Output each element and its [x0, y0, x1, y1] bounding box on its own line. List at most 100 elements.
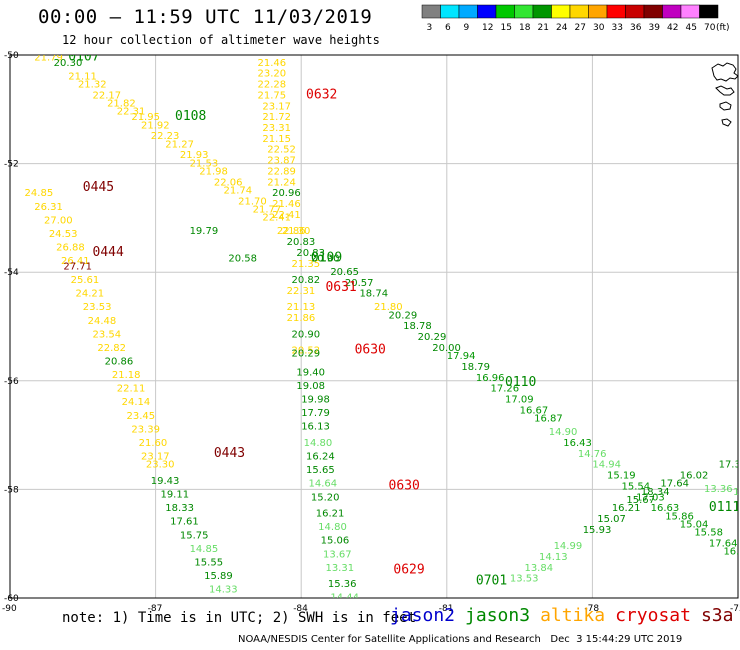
y-tick-label: -60: [4, 594, 19, 604]
colorbar-tick-label: 45: [686, 23, 697, 33]
swh-value-label: 21.60: [139, 438, 168, 449]
swh-value-label: 19.79: [190, 226, 219, 237]
swh-value-label: 14.85: [190, 544, 219, 555]
swh-value-label: 22.31: [117, 107, 146, 118]
colorbar-swatch: [495, 4, 515, 19]
swh-value-label: 15.58: [694, 528, 723, 539]
swh-value-label: 27.71: [63, 261, 92, 272]
swh-value-label: 21.77: [253, 204, 282, 215]
pass-label: 0631: [325, 280, 356, 295]
coastline-shape: [719, 101, 732, 111]
colorbar-swatch: [680, 4, 700, 19]
swh-value-label: 17.64: [709, 538, 738, 549]
swh-value-label: 21.82: [107, 99, 136, 110]
legend-item-altika: altika: [540, 605, 606, 626]
y-tick-label: -52: [4, 160, 19, 170]
swh-value-label: 16.43: [563, 438, 592, 449]
swh-value-label: 14.80: [304, 438, 333, 449]
pass-label: 0445: [83, 180, 114, 195]
coastline-shape: [721, 118, 732, 127]
colorbar-tick-label: 24: [556, 23, 568, 33]
x-tick-label: -75: [730, 604, 740, 614]
swh-value-label: 15.04: [680, 519, 709, 530]
colorbar-tick-label: 36: [630, 23, 642, 33]
legend-item-jason2: jason2: [390, 605, 456, 626]
swh-value-label: 22.31: [287, 286, 316, 297]
pass-label: 0629: [393, 563, 424, 578]
swh-value-label: 21.15: [262, 134, 291, 145]
swh-value-label: 14.99: [554, 541, 583, 552]
swh-value-label: 14.13: [539, 552, 568, 563]
swh-value-label: 22.17: [93, 90, 122, 101]
swh-value-label: 15.07: [597, 514, 626, 525]
colorbar-unit: (ft): [716, 23, 730, 33]
swh-value-label: 22.28: [258, 80, 287, 91]
swh-value-label: 24.21: [76, 289, 105, 300]
pass-label: 0111: [709, 500, 740, 515]
swh-value-label: 23.87: [267, 156, 296, 167]
swh-value-label: 21.92: [141, 120, 170, 131]
swh-value-label: 17.26: [490, 384, 519, 395]
swh-value-label: 17.03: [636, 492, 665, 503]
data-layer: 21.7920.3021.1121.3222.1721.8222.3121.95…: [25, 55, 740, 604]
swh-value-label: 20.82: [291, 275, 320, 286]
swh-value-label: 18.79: [461, 362, 490, 373]
coastline-shape: [715, 85, 735, 96]
swh-value-label: 15.19: [607, 471, 636, 482]
swh-value-label: 17.94: [447, 351, 476, 362]
y-tick-label: -56: [4, 377, 19, 387]
swh-value-label: 17.61: [170, 517, 199, 528]
swh-value-label: 21.35: [291, 259, 320, 270]
colorbar-swatch: [440, 4, 460, 19]
y-tick-label: -58: [4, 485, 19, 495]
swh-value-label: 14.44: [330, 593, 359, 604]
colorbar-swatch: [551, 4, 571, 19]
swh-value-label: 16.21: [316, 509, 345, 520]
swh-value-label: 23.20: [258, 69, 287, 80]
x-tick-label: -87: [148, 604, 163, 614]
swh-value-label: 19.11: [160, 490, 189, 501]
swh-value-label: 23.54: [93, 329, 122, 340]
swh-value-label: 15.67: [626, 495, 655, 506]
pass-label: 0108: [175, 109, 206, 124]
swh-value-label: 15.20: [311, 492, 340, 503]
legend-item-cryosat: cryosat: [615, 605, 691, 626]
colorbar-swatch: [625, 4, 645, 19]
swh-value-label: 14.80: [318, 522, 347, 533]
swh-value-label: 19.40: [296, 367, 325, 378]
swh-value-label: 23.17: [141, 452, 170, 463]
swh-value-label: 22.41: [262, 213, 291, 224]
swh-value-label: 13.53: [510, 574, 539, 585]
swh-value-label: 22.23: [151, 131, 180, 142]
colorbar-tick-label: 33: [612, 23, 623, 33]
swh-value-label: 13.31: [325, 563, 354, 574]
colorbar-swatch: [458, 4, 478, 19]
y-tick-label: -50: [4, 51, 19, 61]
colorbar-swatch: [588, 4, 608, 19]
swh-value-label: 24.48: [88, 316, 117, 327]
swh-value-label: 15.89: [204, 571, 233, 582]
swh-value-label: 23.53: [83, 302, 112, 313]
swh-value-label: 19.98: [301, 395, 330, 406]
swh-value-label: 20.30: [54, 58, 83, 69]
colorbar-swatch: [421, 4, 441, 19]
swh-value-label: 17.64: [660, 479, 689, 490]
legend-item-jason3: jason3: [465, 605, 531, 626]
pass-label: 0443: [214, 446, 245, 461]
y-tick-label: -54: [4, 268, 19, 278]
pass-label: 0110: [505, 375, 536, 390]
swh-value-label: 13.84: [524, 563, 553, 574]
colorbar-tick-label: 9: [464, 23, 470, 33]
swh-value-label: 23.17: [262, 101, 291, 112]
pass-label: 0630: [355, 343, 386, 358]
page-subtitle: 12 hour collection of altimeter wave hei…: [62, 33, 380, 47]
swh-value-label: 23.30: [146, 460, 175, 471]
swh-value-label: 20.83: [296, 248, 325, 259]
swh-value-label: 26.88: [56, 242, 85, 253]
swh-value-label: 20.00: [432, 343, 461, 354]
swh-value-label: 22.86: [277, 226, 306, 237]
swh-value-label: 15.06: [321, 536, 350, 547]
swh-value-label: 24.53: [49, 229, 78, 240]
colorbar-tick-label: 27: [575, 23, 586, 33]
swh-value-label: 26.31: [34, 202, 63, 213]
